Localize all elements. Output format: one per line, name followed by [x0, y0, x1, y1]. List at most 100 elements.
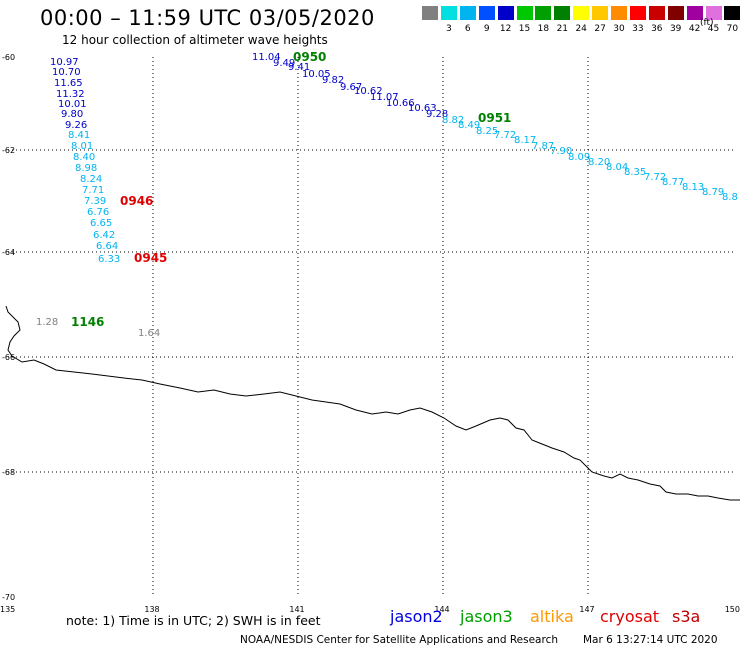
wave-height-label: 9.67	[340, 82, 362, 93]
legend-swatch	[516, 6, 533, 20]
legend-label: 15	[518, 24, 531, 34]
wave-height-label: 7.72	[644, 172, 666, 183]
legend-swatch	[459, 6, 476, 20]
legend-unit: (ft)	[700, 18, 714, 28]
legend-label: 36	[651, 24, 663, 34]
wave-height-label: 8.13	[682, 182, 704, 193]
legend-swatch	[667, 6, 684, 20]
track-time-label: 0951	[478, 111, 511, 125]
legend-label: 27	[594, 24, 606, 34]
legend-swatch	[440, 6, 457, 20]
axis-ticks: -60 -62 -64 -66 -68 -70 135 138 141 144 147 150	[0, 53, 740, 614]
wave-height-label: 8.20	[588, 157, 610, 168]
legend-swatch	[611, 6, 627, 20]
wave-height-label: 9.26	[65, 120, 87, 131]
wave-height-label: 7.90	[550, 146, 572, 157]
legend-swatch	[648, 6, 665, 20]
wave-height-label: 8.41	[68, 130, 90, 141]
wave-height-label: 6.64	[96, 241, 118, 252]
generated-timestamp: Mar 6 13:27:14 UTC 2020	[583, 634, 718, 646]
satellite-label-jason2: jason2	[390, 607, 443, 626]
satellite-label-jason3: jason3	[460, 607, 513, 626]
legend-label: 70	[726, 24, 739, 34]
legend-swatch	[705, 6, 722, 20]
wave-height-label: 6.33	[98, 254, 120, 265]
wave-height-label: 9.82	[322, 75, 344, 86]
lon-tick-label: 135	[0, 605, 15, 614]
wave-height-label: 10.05	[302, 69, 331, 80]
legend-label: 3	[446, 24, 452, 34]
legend-swatch	[535, 6, 552, 20]
wave-height-label: 7.72	[494, 130, 516, 141]
legend-swatch	[573, 6, 590, 20]
legend-label: 42	[688, 24, 701, 34]
lon-tick-label: 141	[289, 605, 304, 614]
satellite-label-cryosat: cryosat	[600, 607, 660, 626]
wave-height-label: 8.35	[624, 167, 646, 178]
legend-swatch	[478, 6, 495, 20]
wave-height-label: 6.76	[87, 207, 109, 218]
wave-height-label: 10.70	[52, 67, 81, 78]
track-time-labels: 0950 0951 0946 0945 1146	[71, 50, 511, 329]
wave-height-label: 8.98	[75, 163, 97, 174]
map-subtitle: 12 hour collection of altimeter wave hei…	[62, 33, 328, 47]
legend-swatch	[724, 6, 740, 20]
wave-height-label: 6.65	[90, 218, 112, 229]
legend-label: 45	[707, 24, 720, 34]
legend-label: 39	[669, 24, 682, 34]
legend-swatch	[422, 6, 438, 20]
wave-height-label: 1.64	[138, 328, 160, 339]
wave-height-label: 8.24	[80, 174, 102, 185]
legend-swatch	[554, 6, 571, 20]
wave-height-label: 8.79	[702, 187, 724, 198]
wave-height-label: 11.07	[370, 92, 399, 103]
wave-height-label: 8.17	[514, 135, 536, 146]
wave-height-label: 9.28	[426, 109, 448, 120]
lon-tick-label: 138	[144, 605, 159, 614]
wave-height-label: 8.49	[458, 120, 480, 131]
wave-height-label: 1.28	[36, 317, 58, 328]
wave-height-label: 8.8	[722, 192, 738, 203]
legend-label: 12	[499, 24, 512, 34]
lat-tick-label: -68	[2, 468, 15, 477]
legend-label: 21	[556, 24, 569, 34]
wave-height-label: 8.25	[476, 126, 498, 137]
coastline	[5, 305, 740, 501]
wave-height-label: 9.49	[273, 58, 295, 69]
wave-height-label: 8.82	[442, 115, 464, 126]
wave-height-label: 10.62	[354, 86, 383, 97]
track-time-label: 1146	[71, 315, 104, 329]
satellite-label-altika: altika	[530, 607, 574, 626]
legend-swatch	[497, 6, 514, 20]
legend-label: 24	[575, 24, 587, 34]
credit-line: NOAA/NESDIS Center for Satellite Applica…	[240, 634, 558, 646]
wave-height-label: 8.77	[662, 177, 684, 188]
lon-tick-label: 150	[725, 605, 740, 614]
wave-height-label: 6.42	[93, 230, 115, 241]
wave-height-label: 8.09	[568, 152, 590, 163]
legend-label: 30	[613, 24, 625, 34]
wave-height-label: 8.04	[606, 162, 628, 173]
track-time-label: 0950	[293, 50, 326, 64]
lon-tick-label: 144	[434, 605, 449, 614]
legend-label: 9	[483, 24, 490, 34]
track-time-label: 0946	[120, 194, 153, 208]
lat-tick-label: -70	[2, 593, 15, 602]
wave-height-label: 9.41	[288, 62, 310, 73]
track-time-label: 0945	[134, 251, 167, 265]
graticule	[8, 57, 733, 597]
wave-height-label: 7.87	[532, 141, 554, 152]
wave-height-label: 7.39	[84, 196, 106, 207]
lat-tick-label: -62	[2, 146, 15, 155]
wave-height-label: 11.32	[56, 89, 85, 100]
wave-height-label: 7.71	[82, 185, 104, 196]
wave-height-label: 10.97	[50, 57, 79, 68]
satellite-label-s3a: s3a	[672, 607, 701, 626]
lat-tick-label: -66	[2, 353, 15, 362]
legend-swatch	[592, 6, 609, 20]
wave-height-labels: 10.9710.7011.6511.3210.019.809.268.418.0…	[36, 52, 738, 339]
lon-tick-label: 147	[579, 605, 594, 614]
wave-height-label: 8.01	[71, 141, 93, 152]
